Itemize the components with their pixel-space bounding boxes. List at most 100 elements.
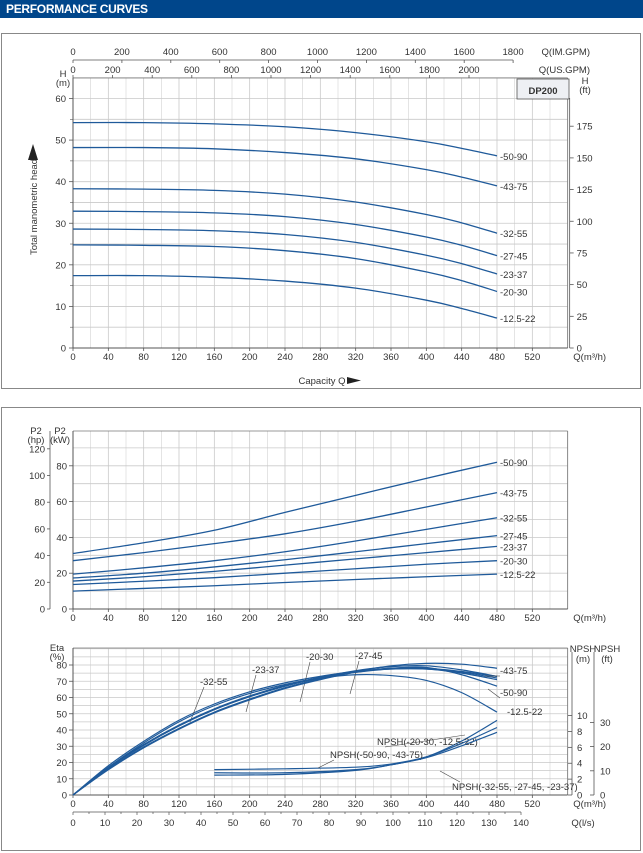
x-tick-label: 240	[277, 799, 293, 810]
power-curve	[72, 492, 498, 562]
im-gpm-tick-label: 1800	[503, 47, 524, 58]
head-chart: 0 200 400 600 800 1000 1200 1400 1600 1800 Q(IM.GP…	[28, 47, 606, 387]
ls-tick-label: 100	[385, 818, 401, 829]
efficiency-curve-label: -20-30	[306, 652, 333, 663]
head-curve	[72, 188, 498, 234]
chart-frame-power-efficiency	[1, 407, 641, 851]
y-right-unit-label: (ft)	[579, 85, 591, 96]
y-unit-label: H	[60, 69, 67, 80]
power-curve	[72, 534, 498, 579]
efficiency-curve-label: -50-90	[500, 688, 527, 699]
efficiency-curve	[72, 667, 498, 796]
x-tick-label: 280	[312, 613, 328, 624]
im-gpm-axis-label: Q(IM.GPM)	[541, 47, 590, 58]
us-gpm-tick-label: 1400	[340, 65, 361, 76]
x-tick-label: 0	[70, 799, 75, 810]
power-curve-label: -43-75	[500, 489, 527, 500]
ls-tick-label: 90	[356, 818, 367, 829]
x-tick-label: 480	[489, 352, 505, 363]
y-right-tick-label: 125	[577, 185, 593, 196]
head-curve	[72, 228, 498, 275]
head-curve-label: -32-55	[500, 229, 527, 240]
im-gpm-tick-label: 0	[70, 47, 75, 58]
eta-tick-label: 30	[56, 742, 67, 753]
im-gpm-tick-label: 1400	[405, 47, 426, 58]
label-leader-line	[487, 688, 501, 699]
y-tick-label: 50	[55, 136, 66, 147]
x-tick-label: 240	[277, 352, 293, 363]
kw-tick-label: 20	[56, 569, 67, 580]
eta-tick-label: 40	[56, 726, 67, 737]
x-tick-label: 400	[418, 613, 434, 624]
x-axis-title: Capacity Q	[299, 376, 346, 387]
us-gpm-tick-label: 400	[144, 65, 160, 76]
eta-unit-label: (%)	[50, 652, 65, 663]
ls-tick-label: 120	[449, 818, 465, 829]
ls-tick-label: 20	[132, 818, 143, 829]
eta-tick-label: 20	[56, 758, 67, 769]
x-tick-label: 320	[348, 613, 364, 624]
section-title: PERFORMANCE CURVES	[6, 2, 148, 16]
y-right-unit-label: H	[582, 76, 589, 87]
ls-tick-label: 70	[292, 818, 303, 829]
arrow-right-icon	[347, 377, 361, 384]
x-tick-label: 40	[103, 352, 114, 363]
x-tick-label: 440	[454, 352, 470, 363]
head-curve	[72, 274, 498, 319]
npsh-ft-unit-label: (ft)	[601, 654, 613, 665]
npsh-m-tick-label: 10	[577, 711, 588, 722]
hp-unit-label: (hp)	[28, 435, 45, 446]
kw-tick-label: 40	[56, 533, 67, 544]
ls-tick-label: 130	[481, 818, 497, 829]
x-tick-label: 520	[524, 799, 540, 810]
hp-tick-label: 100	[29, 471, 45, 482]
head-curve-label: -20-30	[500, 287, 527, 298]
efficiency-curve	[72, 664, 498, 796]
head-curve-label: -27-45	[500, 252, 527, 263]
x-tick-label: 200	[242, 799, 258, 810]
hp-tick-label: 120	[29, 444, 45, 455]
x-tick-label: 80	[138, 799, 149, 810]
hp-tick-label: 20	[34, 578, 45, 589]
y-tick-label: 20	[55, 260, 66, 271]
power-curve-label: -12.5-22	[500, 570, 535, 581]
x-tick-label: 120	[171, 613, 187, 624]
us-gpm-axis-label: Q(US.GPM)	[539, 65, 590, 76]
npsh-m-unit-label: (m)	[576, 654, 590, 665]
us-gpm-tick-label: 800	[223, 65, 239, 76]
y-tick-label: 60	[55, 94, 66, 105]
y-right-tick-label: 150	[577, 153, 593, 164]
ls-tick-label: 80	[324, 818, 335, 829]
power-curve-label: -23-37	[500, 542, 527, 553]
x-tick-label: 360	[383, 613, 399, 624]
im-gpm-tick-label: 600	[212, 47, 228, 58]
y-right-tick-label: 0	[577, 344, 582, 355]
head-curve-label: -12.5-22	[500, 314, 535, 325]
ls-tick-label: 140	[513, 818, 529, 829]
eta-tick-label: 60	[56, 693, 67, 704]
npsh-ft-tick-label: 10	[600, 766, 611, 777]
y-tick-label: 10	[55, 302, 66, 313]
power-curve-label: -20-30	[500, 557, 527, 568]
us-gpm-tick-label: 1200	[300, 65, 321, 76]
x-tick-label: 280	[312, 352, 328, 363]
head-curve-label: -23-37	[500, 270, 527, 281]
npsh-curve-label: NPSH(-20-30, -12.5-22)	[377, 737, 478, 748]
us-gpm-tick-label: 1600	[379, 65, 400, 76]
x-tick-label: 120	[171, 352, 187, 363]
ls-tick-label: 60	[260, 818, 271, 829]
ls-tick-label: 40	[196, 818, 207, 829]
im-gpm-tick-label: 200	[114, 47, 130, 58]
power-curve	[72, 545, 498, 582]
efficiency-curve-label: -12.5-22	[507, 707, 542, 718]
hp-tick-label: 60	[34, 524, 45, 535]
y-right-tick-label: 75	[577, 248, 588, 259]
power-curve-label: -32-55	[500, 514, 527, 525]
label-leader-line	[189, 686, 205, 723]
x-tick-label: 440	[454, 613, 470, 624]
head-curve	[72, 210, 498, 257]
label-leader-line	[317, 759, 335, 769]
x-tick-label: 80	[138, 613, 149, 624]
kw-tick-label: 0	[62, 605, 67, 616]
